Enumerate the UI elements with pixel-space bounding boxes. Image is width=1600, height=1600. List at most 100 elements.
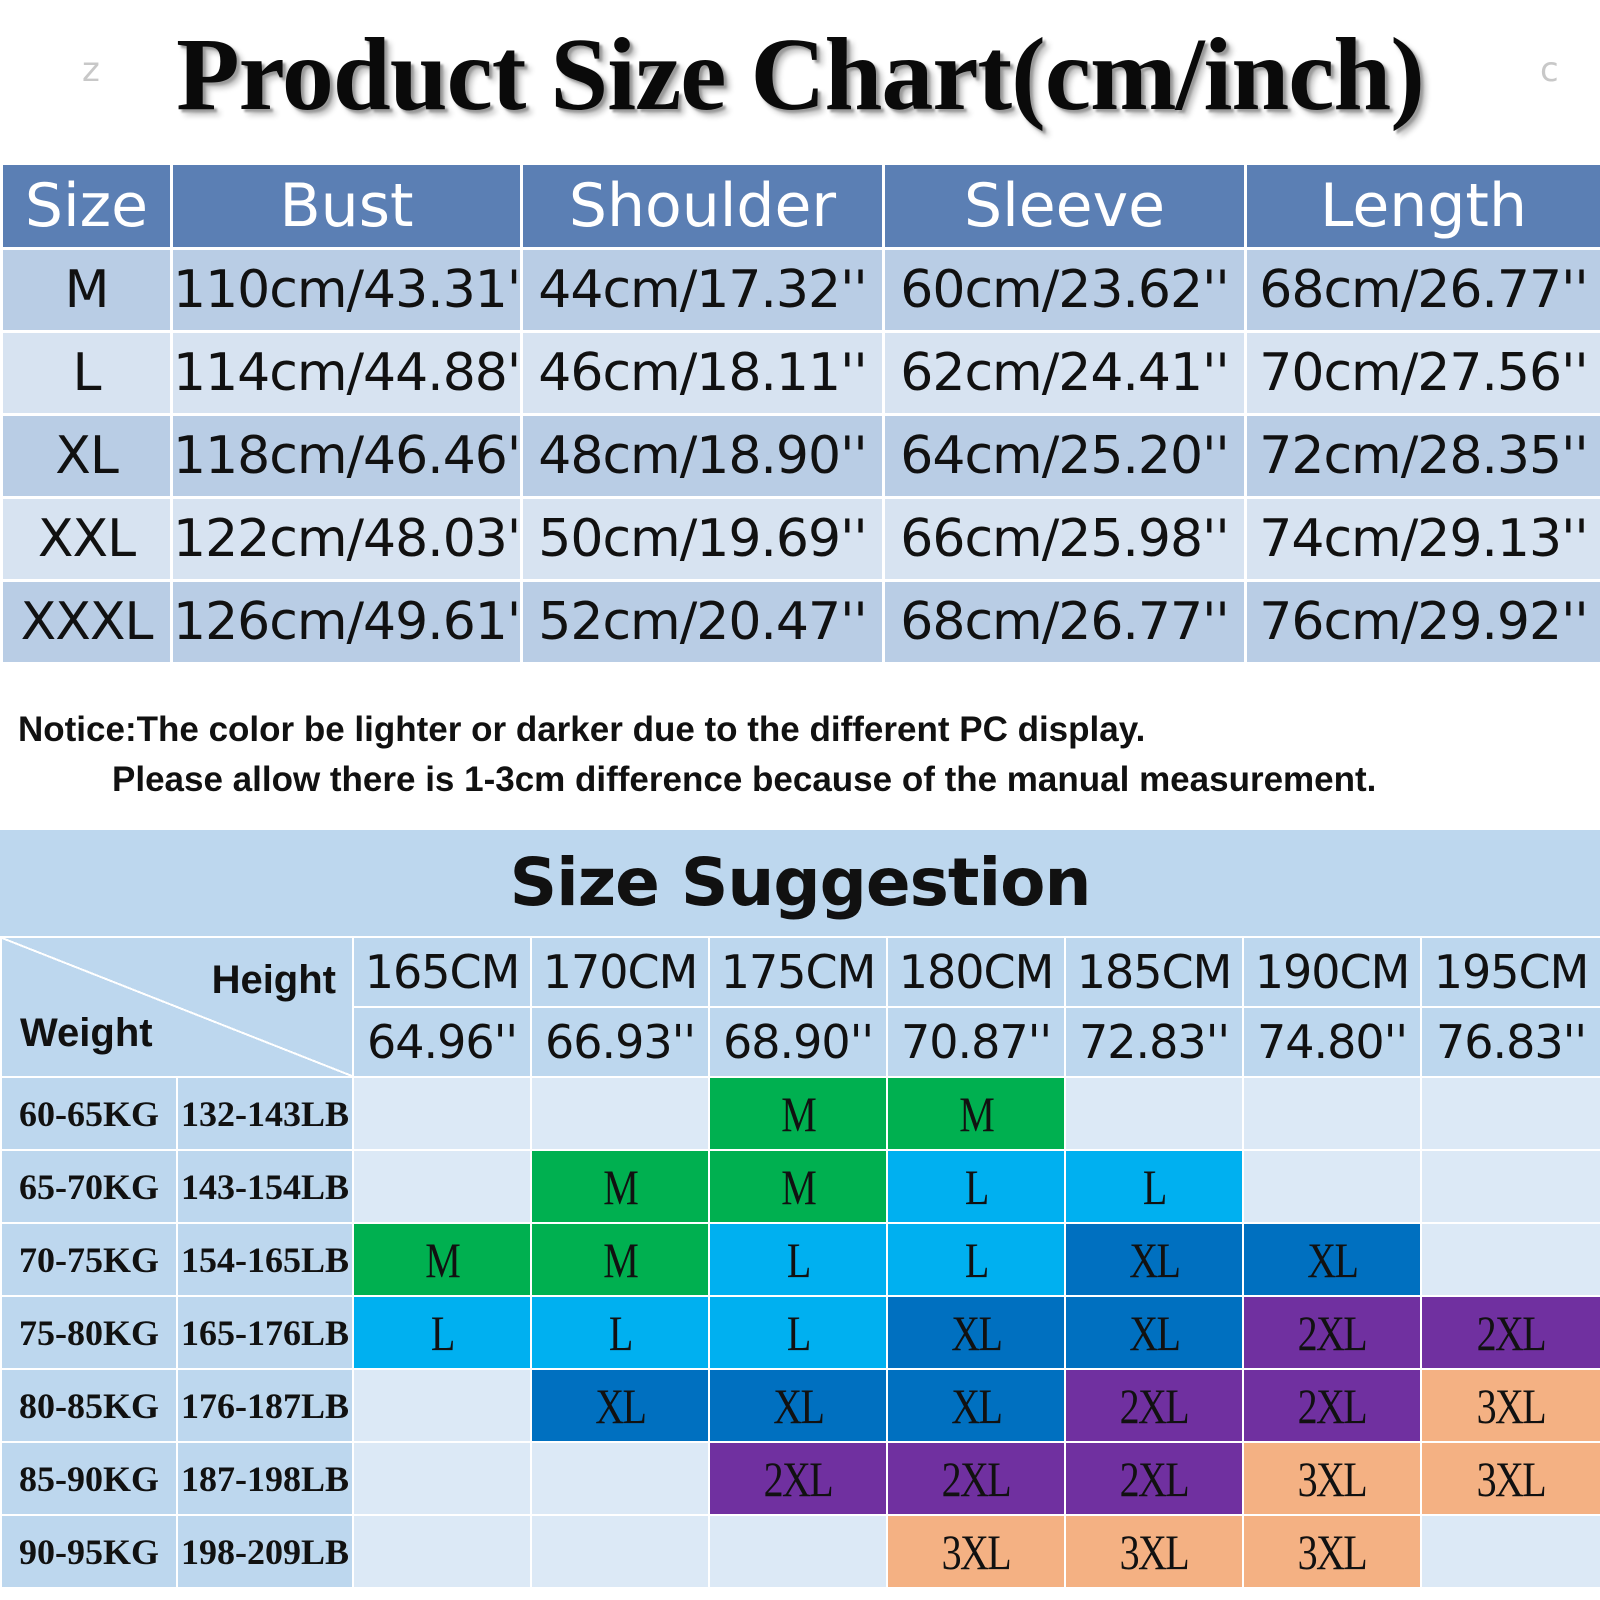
suggested-size-label: XL [594, 1377, 647, 1434]
weight-kg-label: 85-90KG [0, 1441, 178, 1516]
size-chart-cell: 50cm/19.69'' [520, 496, 885, 582]
height-cm-label: 195CM [1420, 936, 1600, 1008]
suggested-size-label: XL [950, 1304, 1003, 1361]
suggested-size-label: M [781, 1158, 817, 1215]
suggested-size-label: L [608, 1304, 633, 1361]
suggested-size-label: 2XL [763, 1450, 834, 1507]
suggested-size-label: M [959, 1085, 995, 1142]
suggested-size-label: 2XL [1119, 1377, 1190, 1434]
empty-size-cell [1242, 1076, 1422, 1151]
suggestion-row: 80-85KG 176-187LB XL XL XL 2XL 2XL 3XL [0, 1368, 1600, 1443]
header-bust: Bust [170, 162, 523, 250]
weight-kg-label: 60-65KG [0, 1076, 178, 1151]
height-weight-corner: Height Weight [0, 936, 354, 1078]
suggested-size-cell: 3XL [1242, 1514, 1422, 1589]
suggested-size-cell: XL [886, 1368, 1066, 1443]
suggested-size-cell: 2XL [1242, 1295, 1422, 1370]
suggested-size-cell: M [530, 1222, 710, 1297]
size-chart-cell: XXXL [0, 579, 173, 665]
watermark-right: c [1540, 50, 1559, 90]
suggested-size-label: M [781, 1085, 817, 1142]
suggested-size-cell: 3XL [886, 1514, 1066, 1589]
suggested-size-cell: L [352, 1295, 532, 1370]
weight-lb-label: 154-165LB [176, 1222, 354, 1297]
height-inch-label: 70.87'' [886, 1006, 1066, 1078]
header-shoulder: Shoulder [520, 162, 885, 250]
weight-lb-label: 198-209LB [176, 1514, 354, 1589]
suggested-size-label: 2XL [1119, 1450, 1190, 1507]
size-chart-cell: 46cm/18.11'' [520, 330, 885, 416]
suggested-size-cell: L [530, 1295, 710, 1370]
suggested-size-cell: 2XL [1420, 1295, 1600, 1370]
suggestion-row: 75-80KG 165-176LB L L L XL XL 2XL 2XL [0, 1295, 1600, 1370]
weight-lb-label: 143-154LB [176, 1149, 354, 1224]
height-inch-label: 66.93'' [530, 1006, 710, 1078]
suggested-size-cell: M [352, 1222, 532, 1297]
notice-line-2: Please allow there is 1-3cm difference b… [112, 760, 1377, 799]
height-cm-label: 190CM [1242, 936, 1422, 1008]
size-suggestion-title: Size Suggestion [0, 830, 1600, 936]
suggested-size-label: M [603, 1158, 639, 1215]
suggested-size-cell: L [886, 1222, 1066, 1297]
weight-lb-label: 165-176LB [176, 1295, 354, 1370]
size-chart-cell: L [0, 330, 173, 416]
size-chart-cell: 68cm/26.77'' [1244, 247, 1600, 333]
size-chart-cell: 68cm/26.77'' [882, 579, 1247, 665]
empty-size-cell [1420, 1149, 1600, 1224]
size-chart-cell: 52cm/20.47'' [520, 579, 885, 665]
size-chart-header-row: Size Bust Shoulder Sleeve Length [0, 162, 1600, 250]
suggested-size-label: 2XL [941, 1450, 1012, 1507]
size-chart-cell: 74cm/29.13'' [1244, 496, 1600, 582]
suggested-size-cell: 3XL [1242, 1441, 1422, 1516]
size-chart-row: XL 118cm/46.46'' 48cm/18.90'' 64cm/25.20'' 7… [0, 413, 1600, 499]
suggested-size-label: 3XL [941, 1523, 1012, 1580]
suggested-size-cell: M [708, 1149, 888, 1224]
suggested-size-cell: XL [1064, 1222, 1244, 1297]
empty-size-cell [352, 1441, 532, 1516]
suggested-size-label: XL [950, 1377, 1003, 1434]
suggested-size-cell: M [530, 1149, 710, 1224]
empty-size-cell [1420, 1076, 1600, 1151]
height-inch-row: 64.96'' 66.93'' 68.90'' 70.87'' 72.83'' 74.80… [1, 1006, 1600, 1078]
suggested-size-cell: 3XL [1420, 1368, 1600, 1443]
weight-kg-label: 80-85KG [0, 1368, 178, 1443]
suggested-size-label: 3XL [1476, 1450, 1547, 1507]
size-chart-cell: 118cm/46.46'' [170, 413, 523, 499]
suggested-size-label: XL [772, 1377, 825, 1434]
size-chart-row: M 110cm/43.31'' 44cm/17.32'' 60cm/23.62'' 68… [0, 247, 1600, 333]
suggested-size-cell: XL [708, 1368, 888, 1443]
size-chart-cell: XL [0, 413, 173, 499]
suggested-size-label: M [603, 1231, 639, 1288]
suggested-size-cell: 3XL [1064, 1514, 1244, 1589]
suggested-size-cell: XL [530, 1368, 710, 1443]
height-inch-label: 64.96'' [352, 1006, 532, 1078]
suggested-size-label: L [964, 1231, 989, 1288]
page-title: Product Size Chart(cm/inch) [176, 17, 1425, 132]
empty-size-cell [352, 1076, 532, 1151]
size-chart-cell: XXL [0, 496, 173, 582]
suggested-size-label: L [430, 1304, 455, 1361]
watermark-left: z [82, 50, 100, 90]
empty-size-cell [352, 1368, 532, 1443]
height-label: Height [211, 958, 336, 1002]
weight-kg-label: 90-95KG [0, 1514, 178, 1589]
size-chart-cell: 114cm/44.88'' [170, 330, 523, 416]
size-chart-cell: 64cm/25.20'' [882, 413, 1247, 499]
size-chart-cell: 76cm/29.92'' [1244, 579, 1600, 665]
suggested-size-cell: 3XL [1420, 1441, 1600, 1516]
suggested-size-cell: L [886, 1149, 1066, 1224]
height-cm-label: 175CM [708, 936, 888, 1008]
height-inch-label: 74.80'' [1242, 1006, 1422, 1078]
size-chart-row: XXL 122cm/48.03'' 50cm/19.69'' 66cm/25.98''… [0, 496, 1600, 582]
suggested-size-cell: L [1064, 1149, 1244, 1224]
weight-kg-label: 65-70KG [0, 1149, 178, 1224]
suggested-size-label: XL [1306, 1231, 1359, 1288]
notice: Notice:The color be lighter or darker du… [18, 705, 1600, 805]
height-cm-label: 185CM [1064, 936, 1244, 1008]
size-chart-cell: 110cm/43.31'' [170, 247, 523, 333]
weight-label: Weight [20, 1011, 153, 1055]
suggested-size-cell: L [708, 1222, 888, 1297]
empty-size-cell [708, 1514, 888, 1589]
suggested-size-label: XL [1128, 1304, 1181, 1361]
suggested-size-label: L [1142, 1158, 1167, 1215]
